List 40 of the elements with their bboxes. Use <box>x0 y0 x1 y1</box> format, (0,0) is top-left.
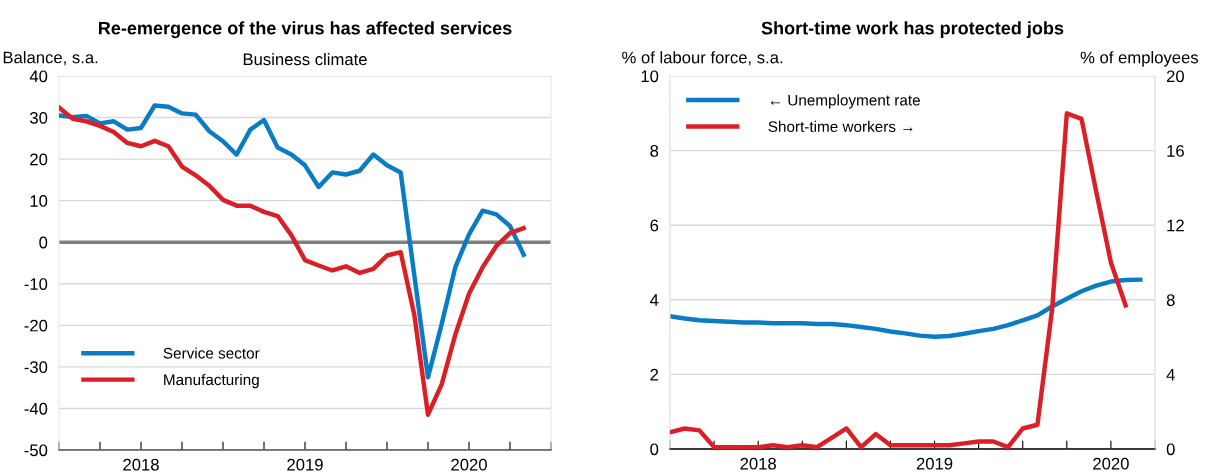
y2-tick-label: 12 <box>1167 219 1184 232</box>
y-tick-label: -30 <box>24 361 48 374</box>
y-tick-label: 20 <box>30 153 48 166</box>
x-tick-label: 2018 <box>123 458 159 471</box>
y-tick-label: 2 <box>650 368 659 381</box>
y2-tick-label: 16 <box>1167 145 1184 157</box>
x-tick-label: 2019 <box>287 458 323 471</box>
legend-label: ← Unemployment rate <box>770 94 920 109</box>
x-tick-label: 2020 <box>1093 457 1129 470</box>
y-tick-label: 10 <box>641 70 659 83</box>
y-tick-label: -50 <box>24 444 48 457</box>
y-axis-title: % of labour force, s.a. <box>622 51 783 66</box>
y2-tick-label: 8 <box>1166 294 1175 306</box>
line-series <box>670 277 1143 339</box>
y-tick-label: 8 <box>650 145 659 157</box>
chart-subtitle: Business climate <box>243 52 367 66</box>
y-tick-label: -10 <box>24 278 48 290</box>
x-tick-label: 2018 <box>740 457 776 470</box>
y-tick-label: 40 <box>29 70 48 83</box>
y-axis-title: Balance, s.a. <box>3 51 98 66</box>
y2-tick-label: 0 <box>1166 443 1175 456</box>
y-tick-label: 0 <box>650 443 659 456</box>
chart-title: Short-time work has protected jobs <box>761 21 1064 39</box>
y2-tick-label: 20 <box>1166 70 1184 83</box>
x-tick-label: 2020 <box>451 458 487 471</box>
legend-label: Short-time workers → <box>768 120 913 133</box>
y-tick-label: 30 <box>29 111 48 124</box>
line-series <box>670 111 1128 449</box>
y-tick-label: -40 <box>24 402 48 415</box>
legend-label: Service sector <box>163 347 260 359</box>
y2-tick-label: 4 <box>1166 368 1175 381</box>
y-tick-label: 0 <box>39 236 48 249</box>
chart-title: Re-emergence of the virus has affected services <box>98 21 512 39</box>
y-tick-label: -20 <box>24 319 48 332</box>
y-tick-label: 10 <box>30 195 48 207</box>
y2-axis-title: % of employees <box>1080 51 1199 67</box>
y-tick-label: 6 <box>650 219 659 232</box>
y-tick-label: 4 <box>650 294 659 306</box>
x-tick-label: 2019 <box>916 457 953 470</box>
legend-label: Manufacturing <box>164 373 259 389</box>
